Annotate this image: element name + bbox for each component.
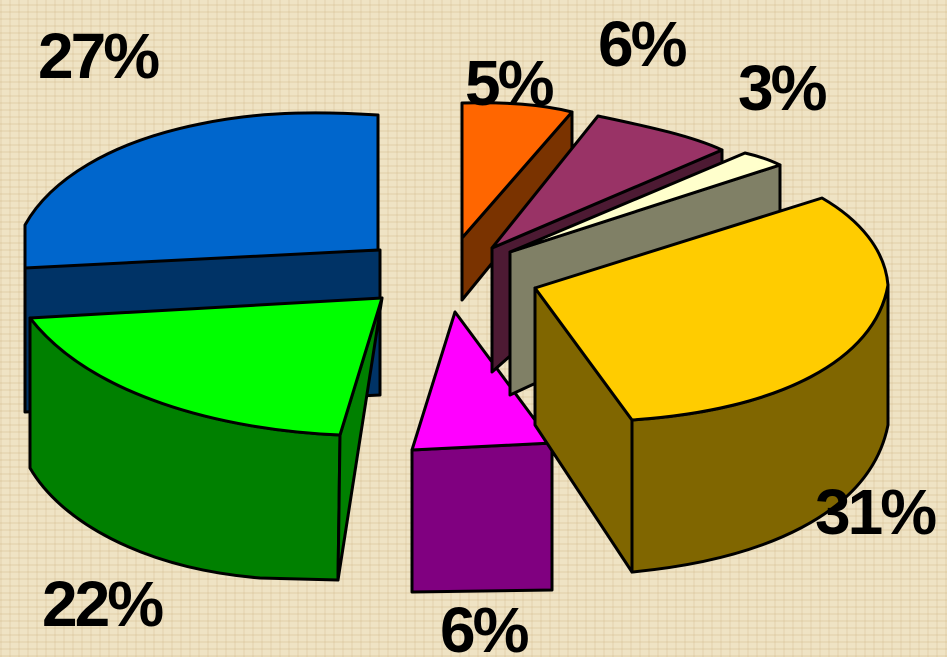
label-5-percent: 5% <box>465 47 554 119</box>
label-27-percent: 27% <box>38 20 159 92</box>
slice-22-percent <box>28 296 384 582</box>
label-3-percent: 3% <box>738 52 827 124</box>
label-31-percent: 31% <box>815 476 936 548</box>
slice-magenta-side <box>410 441 554 594</box>
label-6-percent-bottom: 6% <box>440 594 529 657</box>
label-6-percent-top: 6% <box>598 8 687 80</box>
slice-magenta-top <box>410 310 554 452</box>
slice-orange-top <box>460 101 574 240</box>
slice-green-top <box>28 296 384 437</box>
slice-yellow-top <box>533 196 890 422</box>
slice-5-percent <box>460 101 574 302</box>
slice-cream-top <box>508 151 782 254</box>
slice-31-percent <box>533 196 890 574</box>
label-22-percent: 22% <box>42 568 163 640</box>
slice-purple-top <box>490 114 724 250</box>
slice-6-percent-bottom <box>410 310 554 594</box>
slice-blue-top <box>23 111 380 270</box>
